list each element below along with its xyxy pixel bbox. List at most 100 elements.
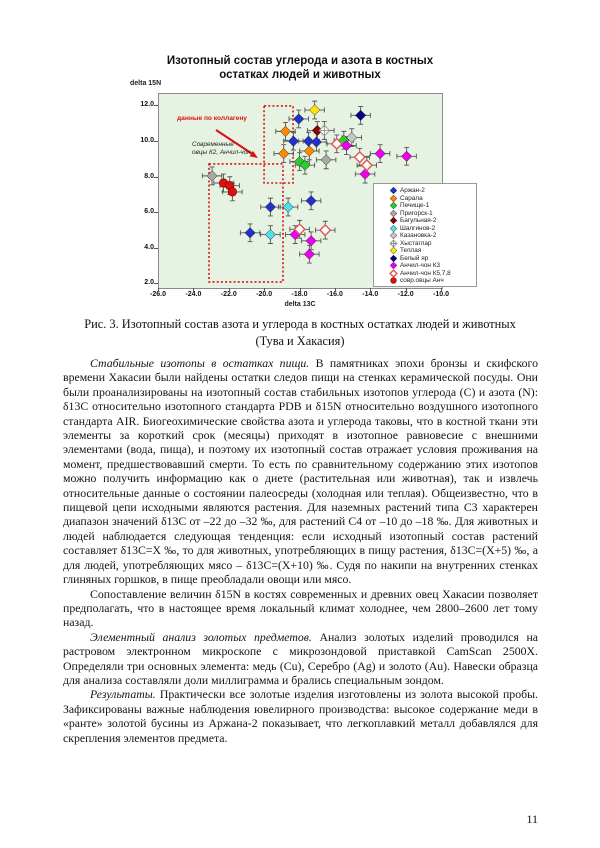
data-point-s0-3 [310,136,322,148]
data-point-s10-5 [305,235,317,247]
legend-marker-s6 [389,231,398,240]
data-point-s10-3 [359,168,371,180]
legend-marker-icon [389,231,398,240]
chart-title-line1: Изотопный состав углерода и азота в кост… [166,55,434,67]
data-point-s7-0 [318,124,331,137]
chart-title-line2: остатках людей и животных [219,68,381,81]
data-point-s3-0 [206,170,218,182]
legend-marker-icon [389,216,398,225]
x-tick-label: -26.0 [150,291,166,298]
legend-item-3: Пригорск-1 [389,209,474,218]
y-tick-mark [154,176,158,178]
figure-caption: Рис. 3. Изотопный состав азота и углерод… [60,316,540,349]
y-tick-mark [154,283,158,285]
paragraph-body-3: Практически все золотые изделия изготовл… [63,687,538,745]
paragraph-3: Результаты. Практически все золотые изде… [63,687,538,745]
legend-label: Анчил-чон К5,7,8 [400,269,451,277]
x-tick-mark [334,288,336,292]
data-point-s12-2 [227,187,238,197]
legend-item-11: Анчил-чон К5,7,8 [389,268,474,278]
x-axis-label: delta 13C [284,301,316,308]
paragraph-lead-2: Элементный анализ золотых предметов. [90,629,312,644]
legend-label: Хыстаглар [400,239,432,247]
data-point-s10-1 [374,148,386,160]
data-point-s6-0 [346,132,358,144]
y-tick-label: 6.0 [144,208,154,216]
legend-marker-s8 [389,246,398,255]
y-tick-mark [154,247,158,249]
legend-label: Казановка-2 [400,232,437,240]
paragraph-body-1: Сопоставление величин δ15N в костях совр… [63,586,538,630]
scatter-canvas [201,100,417,283]
legend-item-4: Багульная-2 [389,216,474,225]
data-point-s11-1 [353,150,366,164]
data-point-s1-1 [278,148,290,160]
figure-caption-line2: (Тува и Хакасия) [255,333,345,348]
legend-marker-s5 [389,224,398,233]
legend-item-6: Казановка-2 [389,231,474,240]
legend-marker-s11 [389,268,398,278]
data-point-s0-4 [305,195,317,207]
legend-item-1: Сарала [389,194,474,203]
data-point-s11-3 [293,223,306,236]
y-tick-mark [154,141,158,143]
legend-marker-icon [389,194,398,203]
legend-marker-icon [389,254,398,263]
data-point-s1-0 [279,125,292,137]
y-axis-label: delta 15N [130,80,162,87]
data-point-s11-0 [330,137,343,151]
y-tick-label: 12.0 [140,101,154,109]
data-point-s0-0 [293,113,305,125]
y-tick-label: 2.0 [144,279,154,287]
data-point-s0-5 [264,201,276,213]
annotation-collagen-label: данные по коллагену [177,115,247,122]
legend-marker-icon [389,224,398,233]
legend-label: Пригорск-1 [400,209,433,217]
legend-marker-s3 [389,209,398,218]
legend-label: Сарала [400,194,423,202]
legend-marker-icon [389,209,398,218]
y-tick-mark [154,212,158,214]
chart-title: Изотопный состав углерода и азота в кост… [110,55,490,82]
x-tick-mark [441,288,442,292]
legend-label: Теплая [400,247,422,255]
legend-marker-s12 [390,277,397,284]
data-point-s11-2 [360,159,374,172]
data-point-s11-4 [319,223,332,237]
legend-marker-icon [389,239,398,248]
data-point-s5-1 [264,229,276,241]
x-tick-label: -18.0 [291,291,308,298]
data-point-s10-0 [340,140,353,152]
figure-caption-line1: Рис. 3. Изотопный состав азота и углерод… [84,317,516,331]
legend-item-7: Хыстаглар [389,239,474,248]
legend-label: Багульная-2 [400,217,437,225]
x-tick-mark [264,288,266,292]
y-tick-label: 8.0 [144,172,154,180]
legend-label: Анчил-чон К3 [400,262,441,270]
legend-item-12: совр.овцы Анч [389,277,474,285]
legend-marker-s4 [389,216,398,225]
legend-marker-s9 [389,254,398,263]
x-tick-mark [299,288,301,292]
paragraph-1: Сопоставление величин δ15N в костях совр… [63,587,538,630]
data-point-s9-0 [355,109,367,121]
legend-marker-s7 [389,239,398,248]
legend-marker-icon [390,277,397,284]
legend-item-5: Шалгинов-2 [389,224,474,233]
page-number: 11 [526,812,538,826]
annotation-arrowhead [249,150,258,158]
data-point-s2-1 [299,159,311,171]
x-tick-label: -12.0 [397,291,414,298]
legend-marker-icon [389,268,398,278]
annotation-arrow [215,129,255,156]
paragraph-lead-0: Стабильные изотопы в остатках пищи. [90,356,310,370]
x-tick-label: -20.0 [256,291,273,298]
y-tick-mark [154,105,158,107]
data-point-s0-1 [287,135,299,147]
data-point-s1-2 [303,145,315,157]
legend-label: Аржан-2 [400,187,425,195]
legend-marker-s2 [389,201,398,210]
body-text: Стабильные изотопы в остатках пищи. В па… [63,356,538,745]
x-tick-label: -24.0 [185,291,202,298]
x-tick-label: -16.0 [326,291,343,298]
